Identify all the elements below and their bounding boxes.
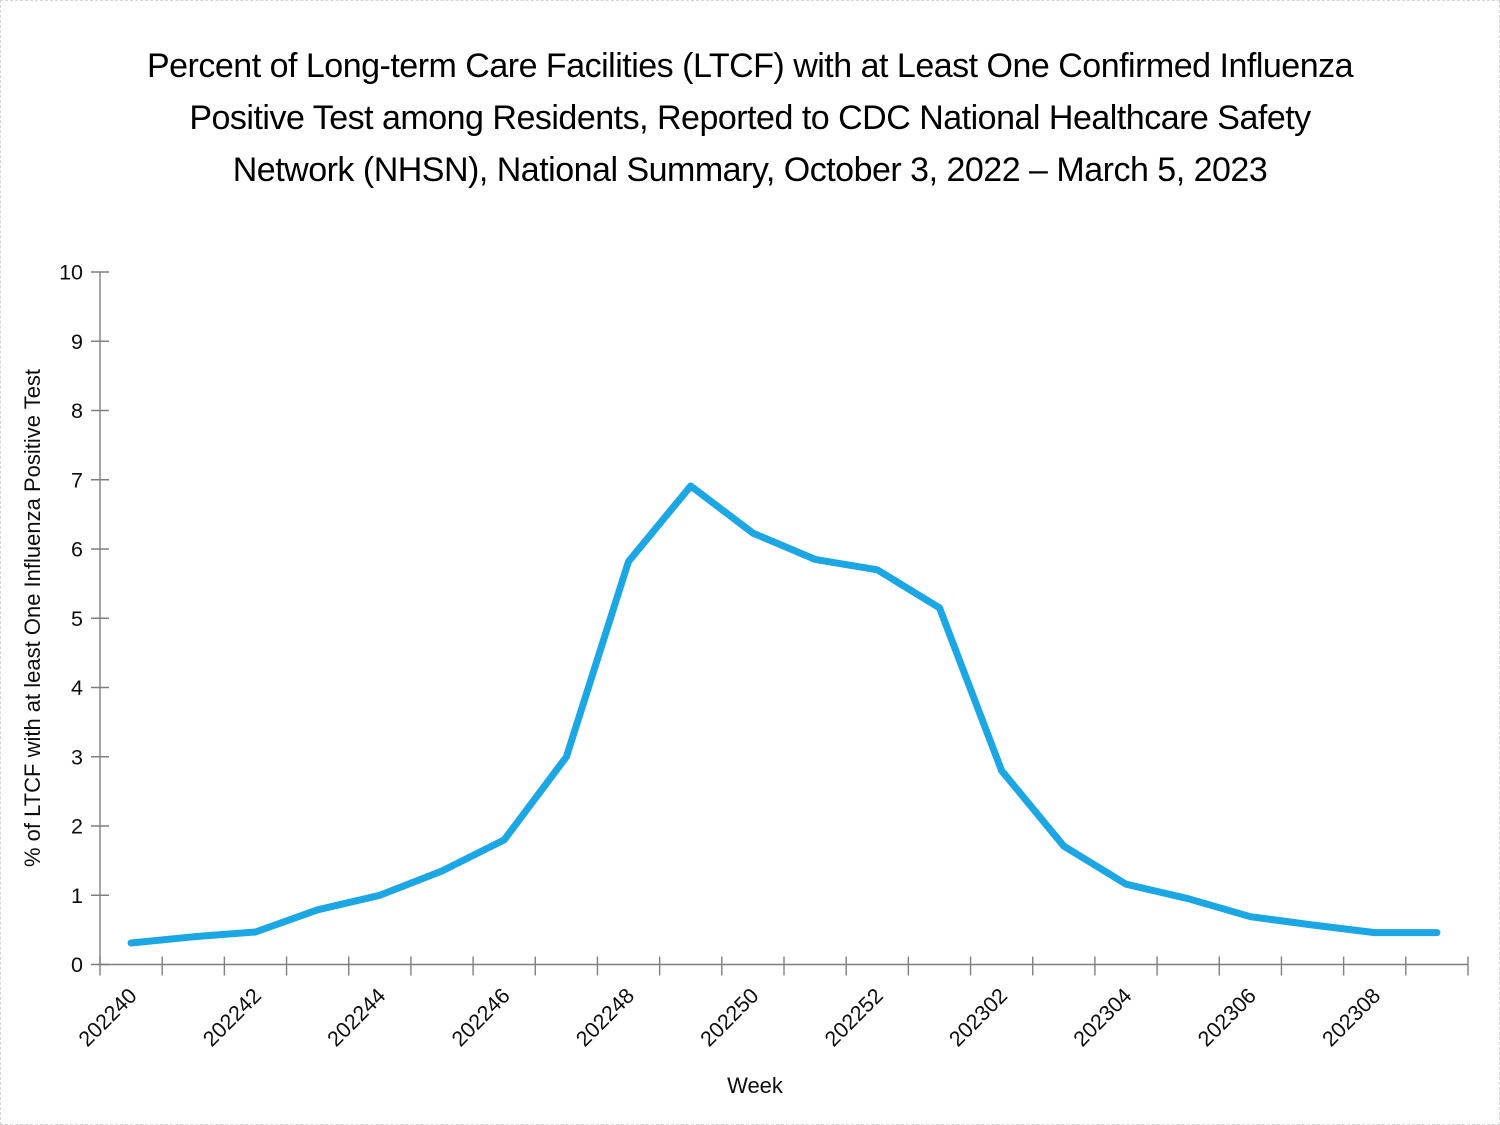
y-axis-title: % of LTCF with at least One Influenza Po… xyxy=(20,369,45,867)
y-tick-label: 5 xyxy=(71,607,83,631)
chart-title-line-2: Positive Test among Residents, Reported … xyxy=(189,99,1311,137)
y-tick-label: 4 xyxy=(71,676,83,700)
x-tick-label: 202252 xyxy=(820,984,888,1052)
chart-title-line-3: Network (NHSN), National Summary, Octobe… xyxy=(232,151,1268,189)
x-tick-label: 202250 xyxy=(696,984,764,1052)
x-tick-label: 202246 xyxy=(447,984,515,1052)
x-tick-label: 202308 xyxy=(1318,984,1386,1052)
chart-title: Percent of Long-term Care Facilities (LT… xyxy=(10,40,1490,196)
y-tick-label: 2 xyxy=(71,815,83,839)
x-axis-title: Week xyxy=(727,1073,784,1098)
y-tick-label: 1 xyxy=(71,884,83,908)
x-tick-label: 202302 xyxy=(944,984,1012,1052)
y-tick-label: 10 xyxy=(59,261,83,285)
x-tick-label: 202244 xyxy=(323,984,391,1052)
y-tick-label: 7 xyxy=(71,468,83,492)
x-tick-label: 202248 xyxy=(571,984,639,1052)
chart-title-line-1: Percent of Long-term Care Facilities (LT… xyxy=(146,47,1354,85)
x-tick-label: 202306 xyxy=(1193,984,1261,1052)
y-tick-label: 8 xyxy=(71,399,83,423)
x-tick-label: 202242 xyxy=(198,984,266,1052)
y-tick-label: 3 xyxy=(71,745,83,769)
y-tick-label: 6 xyxy=(71,538,83,562)
y-tick-label: 9 xyxy=(71,330,83,354)
x-tick-label: 202304 xyxy=(1069,984,1137,1052)
y-tick-label: 0 xyxy=(71,953,83,977)
series-line xyxy=(127,482,1441,947)
x-tick-label: 202240 xyxy=(74,984,142,1052)
